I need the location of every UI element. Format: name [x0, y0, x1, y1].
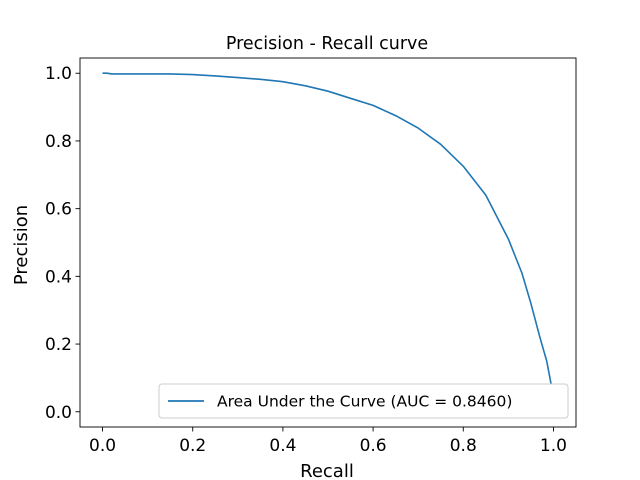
legend-label: Area Under the Curve (AUC = 0.8460)	[217, 393, 512, 411]
legend-box	[158, 383, 569, 419]
y-tick-label: 1.0	[45, 64, 72, 84]
x-tick-label: 1.0	[540, 436, 567, 456]
y-axis-label: Precision	[11, 205, 32, 285]
y-tick-label: 0.8	[45, 132, 72, 152]
y-tick-label: 0.6	[45, 200, 72, 220]
x-tick-label: 0.0	[89, 436, 116, 456]
y-tick-label: 0.0	[45, 403, 72, 423]
x-tick-label: 0.4	[269, 436, 296, 456]
axes-frame	[79, 57, 577, 428]
x-tick-label: 0.2	[179, 436, 206, 456]
chart-title: Precision - Recall curve	[226, 34, 428, 54]
x-tick-label: 0.6	[360, 436, 387, 456]
y-tick-label: 0.4	[45, 267, 72, 287]
plot-area: 0.0 0.2 0.4 0.6 0.8 1.0 0.0 0.2 0.4 0.6 0.8 1.0 Area…	[45, 57, 577, 456]
y-tick-label: 0.2	[45, 335, 72, 355]
x-tick-label: 0.8	[450, 436, 477, 456]
x-axis-label: Recall	[300, 461, 354, 480]
series-line-0	[102, 72, 552, 385]
